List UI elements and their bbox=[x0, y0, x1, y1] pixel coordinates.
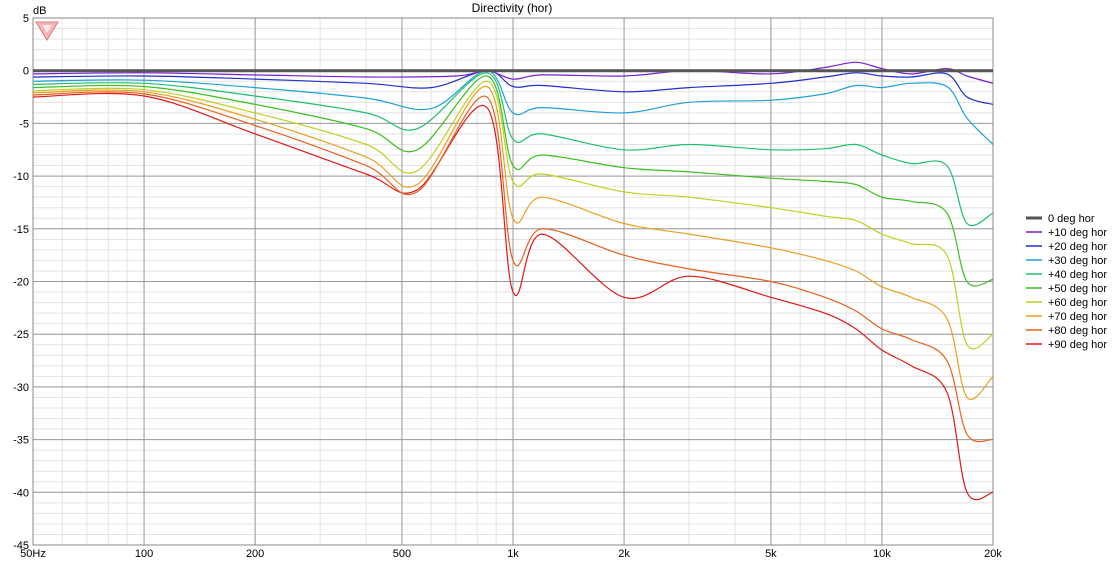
series-line bbox=[32, 72, 994, 227]
y-tick-label: -30 bbox=[13, 382, 29, 394]
x-tick-label: 2k bbox=[618, 548, 630, 560]
y-tick-label: -5 bbox=[19, 118, 29, 130]
x-tick-label: 5k bbox=[765, 548, 777, 560]
series-layer bbox=[32, 61, 994, 501]
x-tick-labels: 50Hz 100 200 500 1k 2k 5k 10k 20k bbox=[20, 548, 1002, 560]
legend-label: 0 deg hor bbox=[1048, 213, 1095, 225]
legend-label: +50 deg hor bbox=[1048, 283, 1107, 295]
y-tick-labels: 5 0 -5 -10 -15 -20 -25 -30 -35 -40 -45 bbox=[13, 13, 29, 552]
x-tick-label: 500 bbox=[393, 548, 411, 560]
x-tick-label: 50Hz bbox=[20, 548, 46, 560]
series-line bbox=[32, 85, 994, 401]
x-tick-label: 1k bbox=[507, 548, 519, 560]
series-line bbox=[32, 91, 994, 443]
legend: 0 deg hor +10 deg hor +20 deg hor +30 deg h… bbox=[1026, 213, 1107, 351]
y-tick-label: 5 bbox=[23, 13, 29, 25]
y-tick-label: -10 bbox=[13, 171, 29, 183]
legend-label: +60 deg hor bbox=[1048, 297, 1107, 309]
y-tick-label: -35 bbox=[13, 435, 29, 447]
y-tick-label: 0 bbox=[23, 66, 29, 78]
series-line bbox=[32, 70, 994, 105]
legend-label: +70 deg hor bbox=[1048, 311, 1107, 323]
series-line bbox=[32, 70, 994, 145]
y-axis-label: dB bbox=[33, 5, 46, 17]
y-tick-label: -45 bbox=[13, 540, 29, 552]
x-tick-label: 20k bbox=[984, 548, 1002, 560]
legend-label: +40 deg hor bbox=[1048, 269, 1107, 281]
legend-label: +90 deg hor bbox=[1048, 339, 1107, 351]
chart-title: Directivity (hor) bbox=[472, 1, 553, 15]
x-tick-label: 200 bbox=[246, 548, 264, 560]
series-line bbox=[32, 61, 994, 84]
y-tick-label: -15 bbox=[13, 224, 29, 236]
series-line bbox=[32, 75, 994, 287]
plot-frame bbox=[32, 17, 994, 546]
x-tick-label: 10k bbox=[873, 548, 891, 560]
legend-label: +80 deg hor bbox=[1048, 325, 1107, 337]
y-tick-label: -20 bbox=[13, 277, 29, 289]
series-line bbox=[32, 80, 994, 350]
x-tick-label: 100 bbox=[135, 548, 153, 560]
series-line bbox=[32, 92, 994, 501]
legend-label: +30 deg hor bbox=[1048, 255, 1107, 267]
y-tick-label: -25 bbox=[13, 329, 29, 341]
y-tick-label: -40 bbox=[13, 487, 29, 499]
legend-label: +20 deg hor bbox=[1048, 241, 1107, 253]
legend-label: +10 deg hor bbox=[1048, 227, 1107, 239]
logo-icon bbox=[35, 21, 59, 41]
